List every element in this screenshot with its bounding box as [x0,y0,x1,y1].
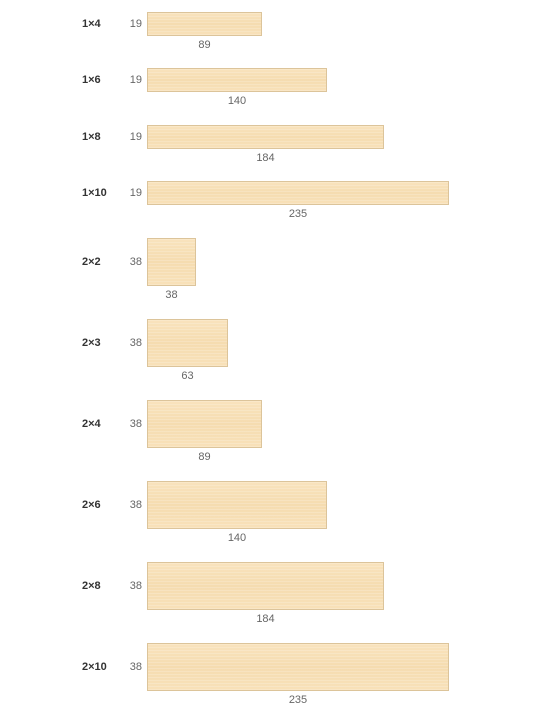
board-name: 1×8 [82,131,101,143]
board-name: 1×4 [82,18,101,30]
board-cross-section [147,12,262,36]
board-name: 2×10 [82,661,107,673]
board-cross-section [147,68,327,92]
board-name: 2×8 [82,580,101,592]
board-cross-section [147,238,196,286]
thickness-label: 19 [129,131,142,143]
board-cross-section [147,400,262,448]
board-name: 1×10 [82,187,107,199]
thickness-label: 19 [129,18,142,30]
board-cross-section [147,643,449,691]
width-label: 235 [288,694,308,706]
board-name: 2×3 [82,337,101,349]
board-cross-section [147,181,449,205]
board-cross-section [147,319,228,367]
width-label: 38 [165,289,178,301]
width-label: 63 [181,370,194,382]
thickness-label: 38 [129,337,142,349]
board-name: 2×2 [82,256,101,268]
thickness-label: 38 [129,580,142,592]
thickness-label: 38 [129,256,142,268]
width-label: 89 [198,39,211,51]
board-name: 2×4 [82,418,101,430]
thickness-label: 38 [129,418,142,430]
board-name: 2×6 [82,499,101,511]
width-label: 184 [256,613,275,625]
thickness-label: 19 [129,187,142,199]
width-label: 89 [198,451,211,463]
board-cross-section [147,125,384,149]
thickness-label: 38 [129,499,142,511]
thickness-label: 38 [129,661,142,673]
thickness-label: 19 [129,74,142,86]
width-label: 235 [288,208,308,220]
width-label: 140 [227,532,247,544]
width-label: 184 [256,152,275,164]
width-label: 140 [227,95,247,107]
board-cross-section [147,562,384,610]
board-cross-section [147,481,327,529]
board-name: 1×6 [82,74,101,86]
